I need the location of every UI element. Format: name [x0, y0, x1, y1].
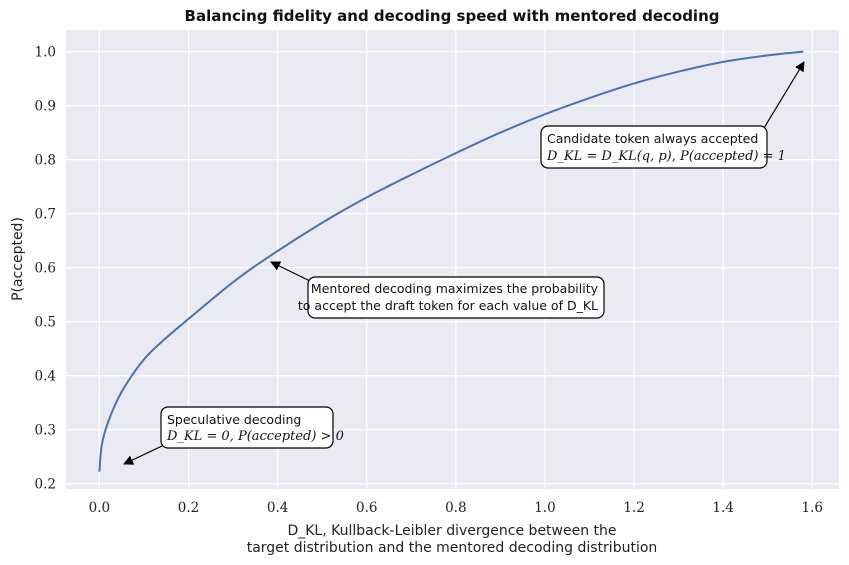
chart-title: Balancing fidelity and decoding speed wi… — [185, 7, 720, 25]
annotation-speculative: Speculative decoding D_KL = 0, P(accepte… — [123, 406, 344, 465]
x-tick-label: 0.2 — [178, 500, 199, 516]
y-tick-label: 0.4 — [35, 369, 56, 385]
x-tick-label: 0.4 — [267, 500, 288, 516]
annotation-speculative-line2: D_KL = 0, P(accepted) > 0 — [166, 429, 344, 444]
x-tick-label: 1.2 — [623, 500, 644, 516]
x-gridlines — [98, 30, 813, 489]
annotation-candidate-arrow — [763, 61, 805, 129]
y-tick-label: 0.6 — [35, 261, 56, 277]
x-tick-label: 0.8 — [445, 500, 466, 516]
annotation-mentored-line2: to accept the draft token for each value… — [298, 298, 598, 313]
y-tick-label: 0.2 — [35, 477, 56, 493]
annotation-speculative-arrow — [123, 445, 163, 465]
y-axis-label: P(accepted) — [10, 217, 26, 301]
annotation-candidate-line2: D_KL = D_KL(q, p), P(accepted) = 1 — [546, 149, 786, 164]
x-tick-labels: 0.0 0.2 0.4 0.6 0.8 1.0 1.2 1.4 1.6 — [89, 500, 823, 516]
annotation-candidate-line1: Candidate token always accepted — [547, 131, 758, 146]
x-tick-label: 0.0 — [89, 500, 110, 516]
y-tick-label: 0.3 — [35, 423, 56, 439]
y-tick-label: 1.0 — [35, 45, 56, 61]
y-tick-label: 0.7 — [35, 207, 56, 223]
annotation-candidate-box — [540, 125, 768, 169]
annotation-mentored: Mentored decoding maximizes the probabil… — [270, 261, 605, 319]
x-tick-label: 0.6 — [356, 500, 377, 516]
annotation-mentored-arrow — [270, 261, 311, 282]
y-tick-labels: 0.2 0.3 0.4 0.5 0.6 0.7 0.8 0.9 1.0 — [35, 45, 56, 493]
x-tick-label: 1.4 — [712, 500, 733, 516]
annotation-mentored-line1: Mentored decoding maximizes the probabil… — [311, 281, 599, 296]
y-tick-label: 0.8 — [35, 153, 56, 169]
y-tick-label: 0.5 — [35, 315, 56, 331]
x-tick-label: 1.6 — [802, 500, 823, 516]
x-axis-label-line1: D_KL, Kullback-Leibler divergence betwee… — [287, 523, 616, 539]
x-axis-label-line2: target distribution and the mentored dec… — [247, 540, 658, 556]
x-tick-label: 1.0 — [534, 500, 555, 516]
annotation-speculative-box — [160, 406, 334, 449]
annotation-candidate: Candidate token always accepted D_KL = D… — [540, 61, 805, 169]
annotation-speculative-line1: Speculative decoding — [167, 412, 301, 427]
y-tick-label: 0.9 — [35, 99, 56, 115]
annotation-mentored-box — [307, 276, 605, 319]
series-line — [98, 50, 804, 472]
